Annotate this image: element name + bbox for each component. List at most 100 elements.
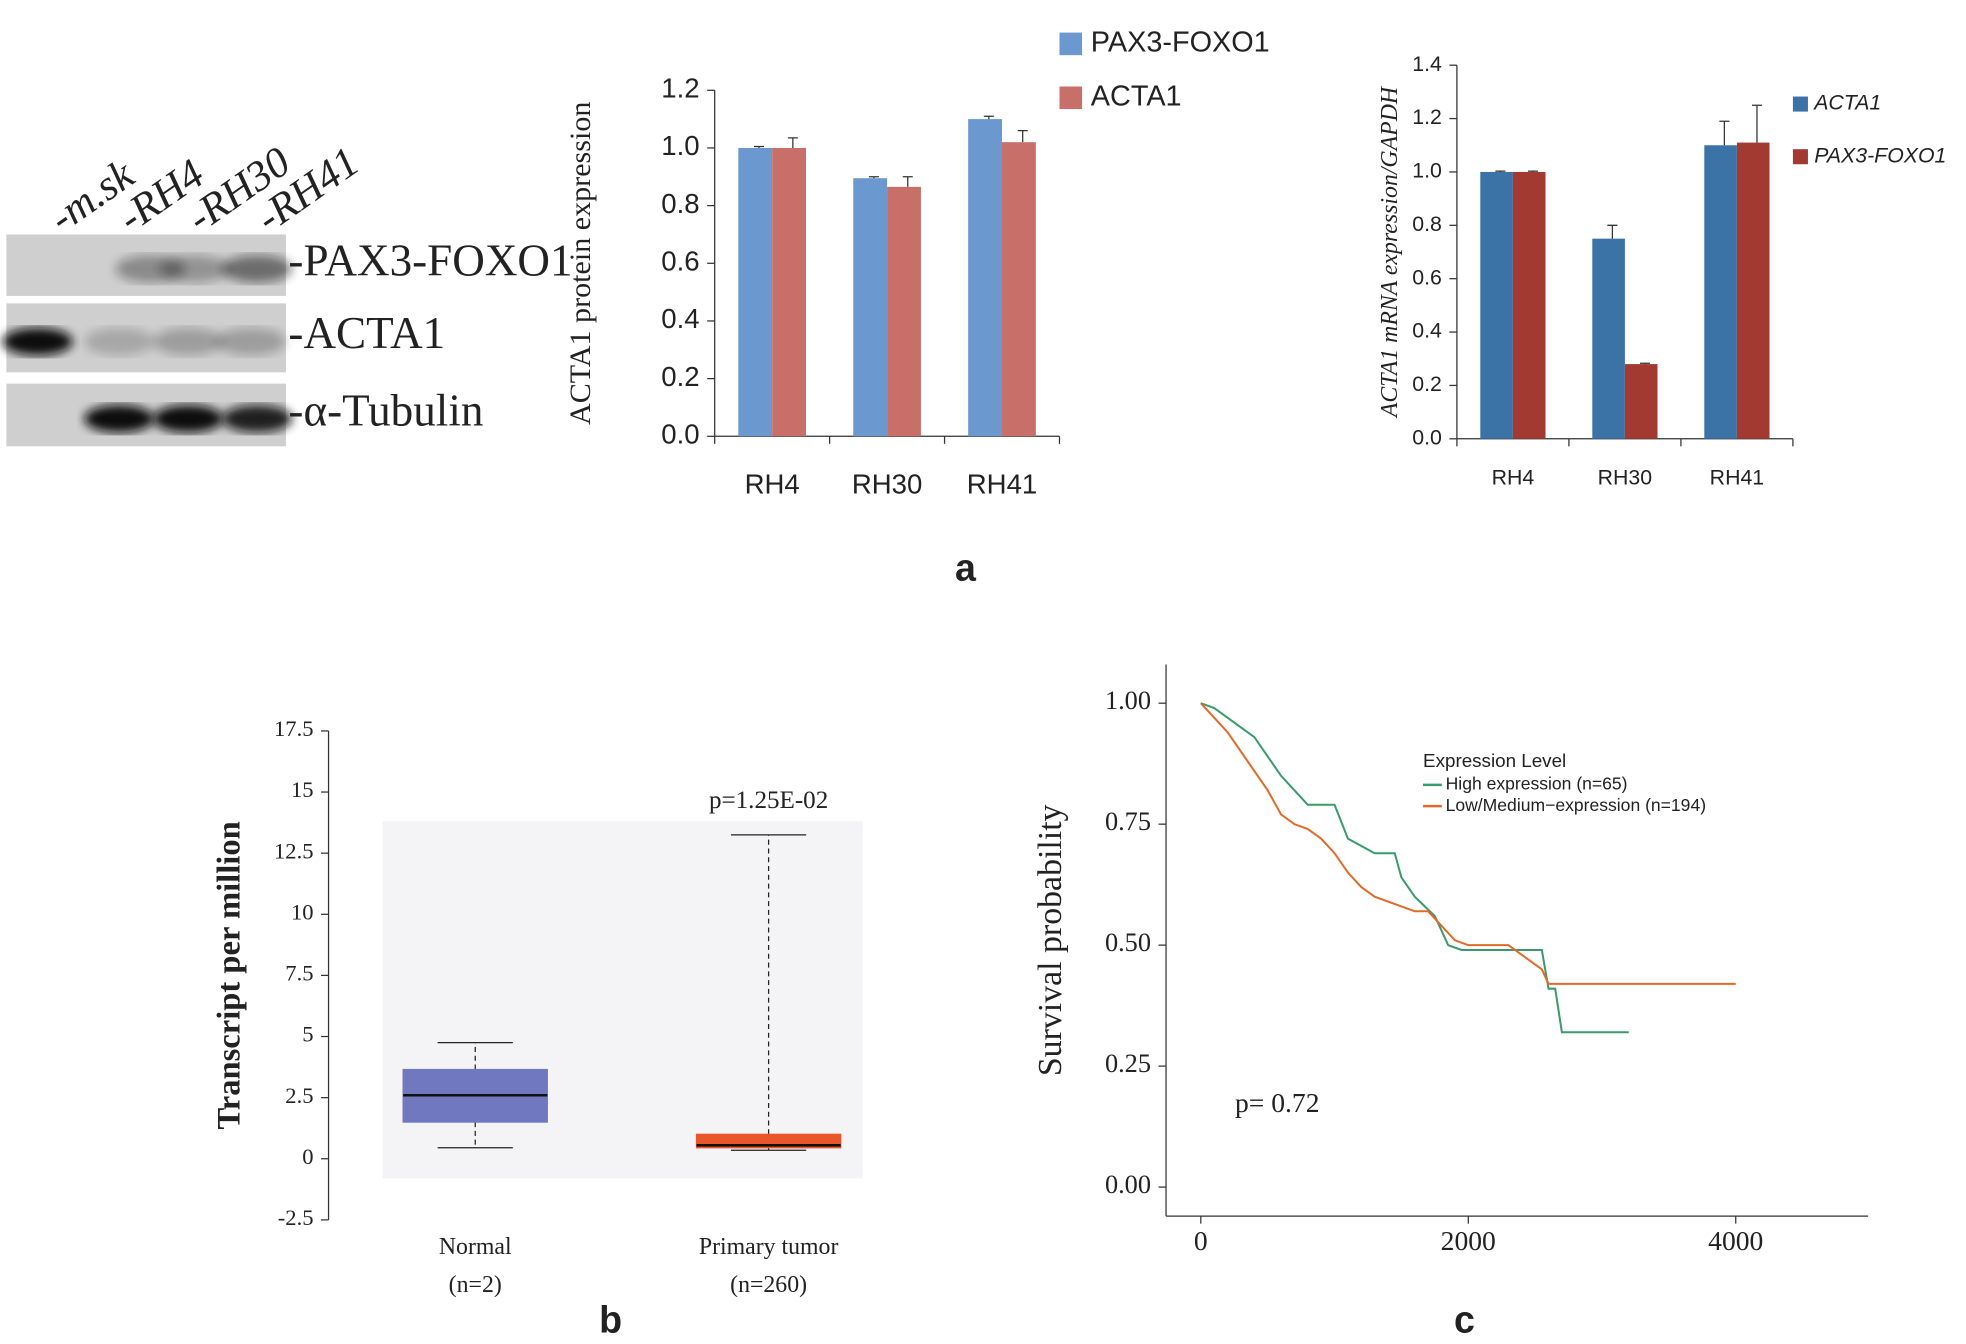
bar [1624, 364, 1658, 439]
error-bar [1607, 224, 1618, 239]
band-label: -ACTA1 [288, 308, 445, 358]
y-axis-label: Transcript per million [211, 821, 247, 1129]
error-bar [1639, 362, 1650, 365]
bar [1704, 145, 1737, 439]
legend-label: PAX3-FOXO1 [1091, 26, 1270, 58]
bar [887, 186, 921, 437]
y-tick-label: 0.4 [661, 303, 699, 334]
blot-band [84, 327, 155, 356]
blot-band [153, 404, 224, 433]
annotation: p= 0.72 [1235, 1087, 1320, 1118]
x-tick-label: RH4 [1492, 466, 1535, 490]
x-tick-label: 2000 [1441, 1225, 1496, 1256]
bar [738, 147, 773, 437]
x-tick-label: (n=260) [730, 1272, 807, 1298]
legend-label: ACTA1 [1812, 91, 1881, 115]
y-tick-label: 1.2 [1412, 105, 1442, 129]
x-tick-label: Normal [439, 1234, 512, 1260]
y-tick-label: 0.6 [1412, 265, 1442, 289]
survival-line [1200, 702, 1736, 985]
y-tick-label: 0.2 [661, 361, 699, 392]
legend-swatch [1792, 96, 1808, 112]
x-tick-label: (n=2) [449, 1272, 502, 1298]
band-label: -α-Tubulin [288, 385, 483, 435]
bar [1736, 142, 1770, 439]
panel-label: b [599, 1299, 622, 1341]
error-bar [902, 176, 913, 187]
legend-swatch [1059, 32, 1083, 56]
panel-label: c [1454, 1299, 1475, 1341]
y-tick-label: 10 [291, 899, 314, 924]
error-bar [1017, 130, 1028, 143]
blot-band [159, 255, 230, 283]
plot-background [382, 821, 863, 1179]
x-tick-label: RH30 [852, 469, 923, 500]
y-tick-label: 12.5 [274, 838, 313, 863]
y-axis-label: Survival probability [1032, 804, 1069, 1076]
y-tick-label: 0.0 [661, 419, 699, 450]
error-bar [1527, 170, 1538, 172]
blot-band [215, 327, 286, 356]
y-tick-label: 5 [302, 1022, 313, 1047]
x-tick-label: 0 [1194, 1225, 1208, 1256]
blot-band [221, 255, 293, 283]
y-tick-label: 1.0 [661, 130, 699, 161]
legend-label: Low/Medium−expression (n=194) [1446, 795, 1706, 815]
x-tick-label: 4000 [1708, 1225, 1763, 1256]
error-bar [1719, 120, 1730, 146]
x-tick-label: RH41 [967, 469, 1038, 500]
y-axis-label: ACTA1 mRNA expression/GAPDH [1377, 85, 1403, 419]
y-axis-label: ACTA1 protein expression [563, 102, 597, 425]
band-label: -PAX3-FOXO1 [288, 236, 572, 286]
y-tick-label: 0.25 [1105, 1049, 1151, 1078]
error-bar [1751, 104, 1762, 143]
bar [772, 147, 807, 437]
error-bar [983, 115, 994, 120]
y-tick-label: 0.8 [661, 188, 699, 219]
y-tick-label: 0.8 [1412, 212, 1442, 236]
x-tick-label: Primary tumor [699, 1234, 839, 1260]
legend-label: High expression (n=65) [1446, 773, 1628, 793]
error-bar [753, 145, 765, 148]
blot-band [2, 327, 73, 356]
blot-band [221, 404, 293, 433]
bar [1480, 171, 1513, 439]
bar [853, 178, 888, 437]
x-tick-label: RH30 [1598, 466, 1653, 490]
y-tick-label: 1.00 [1105, 686, 1151, 715]
y-tick-label: 0 [302, 1144, 313, 1169]
legend-label: ACTA1 [1091, 80, 1182, 112]
annotation: p=1.25E-02 [709, 787, 828, 814]
y-tick-label: 1.2 [661, 73, 699, 104]
panel-label: a [955, 546, 977, 588]
y-tick-label: 0.0 [1412, 425, 1442, 449]
y-tick-label: 2.5 [285, 1083, 313, 1108]
y-tick-label: 0.50 [1105, 928, 1151, 957]
y-tick-label: 0.6 [661, 246, 699, 277]
legend-label: PAX3-FOXO1 [1814, 143, 1946, 167]
bar [968, 119, 1003, 437]
y-tick-label: 7.5 [285, 961, 313, 986]
y-tick-label: 0.4 [1412, 319, 1442, 343]
error-bar [787, 137, 798, 148]
bar [1002, 142, 1036, 437]
x-tick-label: RH4 [745, 469, 800, 500]
error-bar [1495, 170, 1506, 172]
y-tick-label: 0.2 [1412, 372, 1442, 396]
y-tick-label: 17.5 [274, 716, 313, 741]
x-tick-label: RH41 [1710, 466, 1764, 490]
y-tick-label: 0.00 [1105, 1170, 1151, 1199]
y-tick-label: 1.0 [1412, 159, 1442, 183]
legend-swatch [1792, 149, 1808, 165]
survival-line [1200, 702, 1629, 1034]
error-bar [868, 176, 879, 179]
legend-swatch [1059, 86, 1083, 110]
bar [1592, 238, 1625, 439]
y-tick-label: 1.4 [1412, 52, 1442, 76]
y-tick-label: 0.75 [1105, 807, 1151, 836]
bar [1512, 171, 1546, 439]
y-tick-label: -2.5 [278, 1205, 314, 1230]
blot-band [153, 327, 224, 356]
